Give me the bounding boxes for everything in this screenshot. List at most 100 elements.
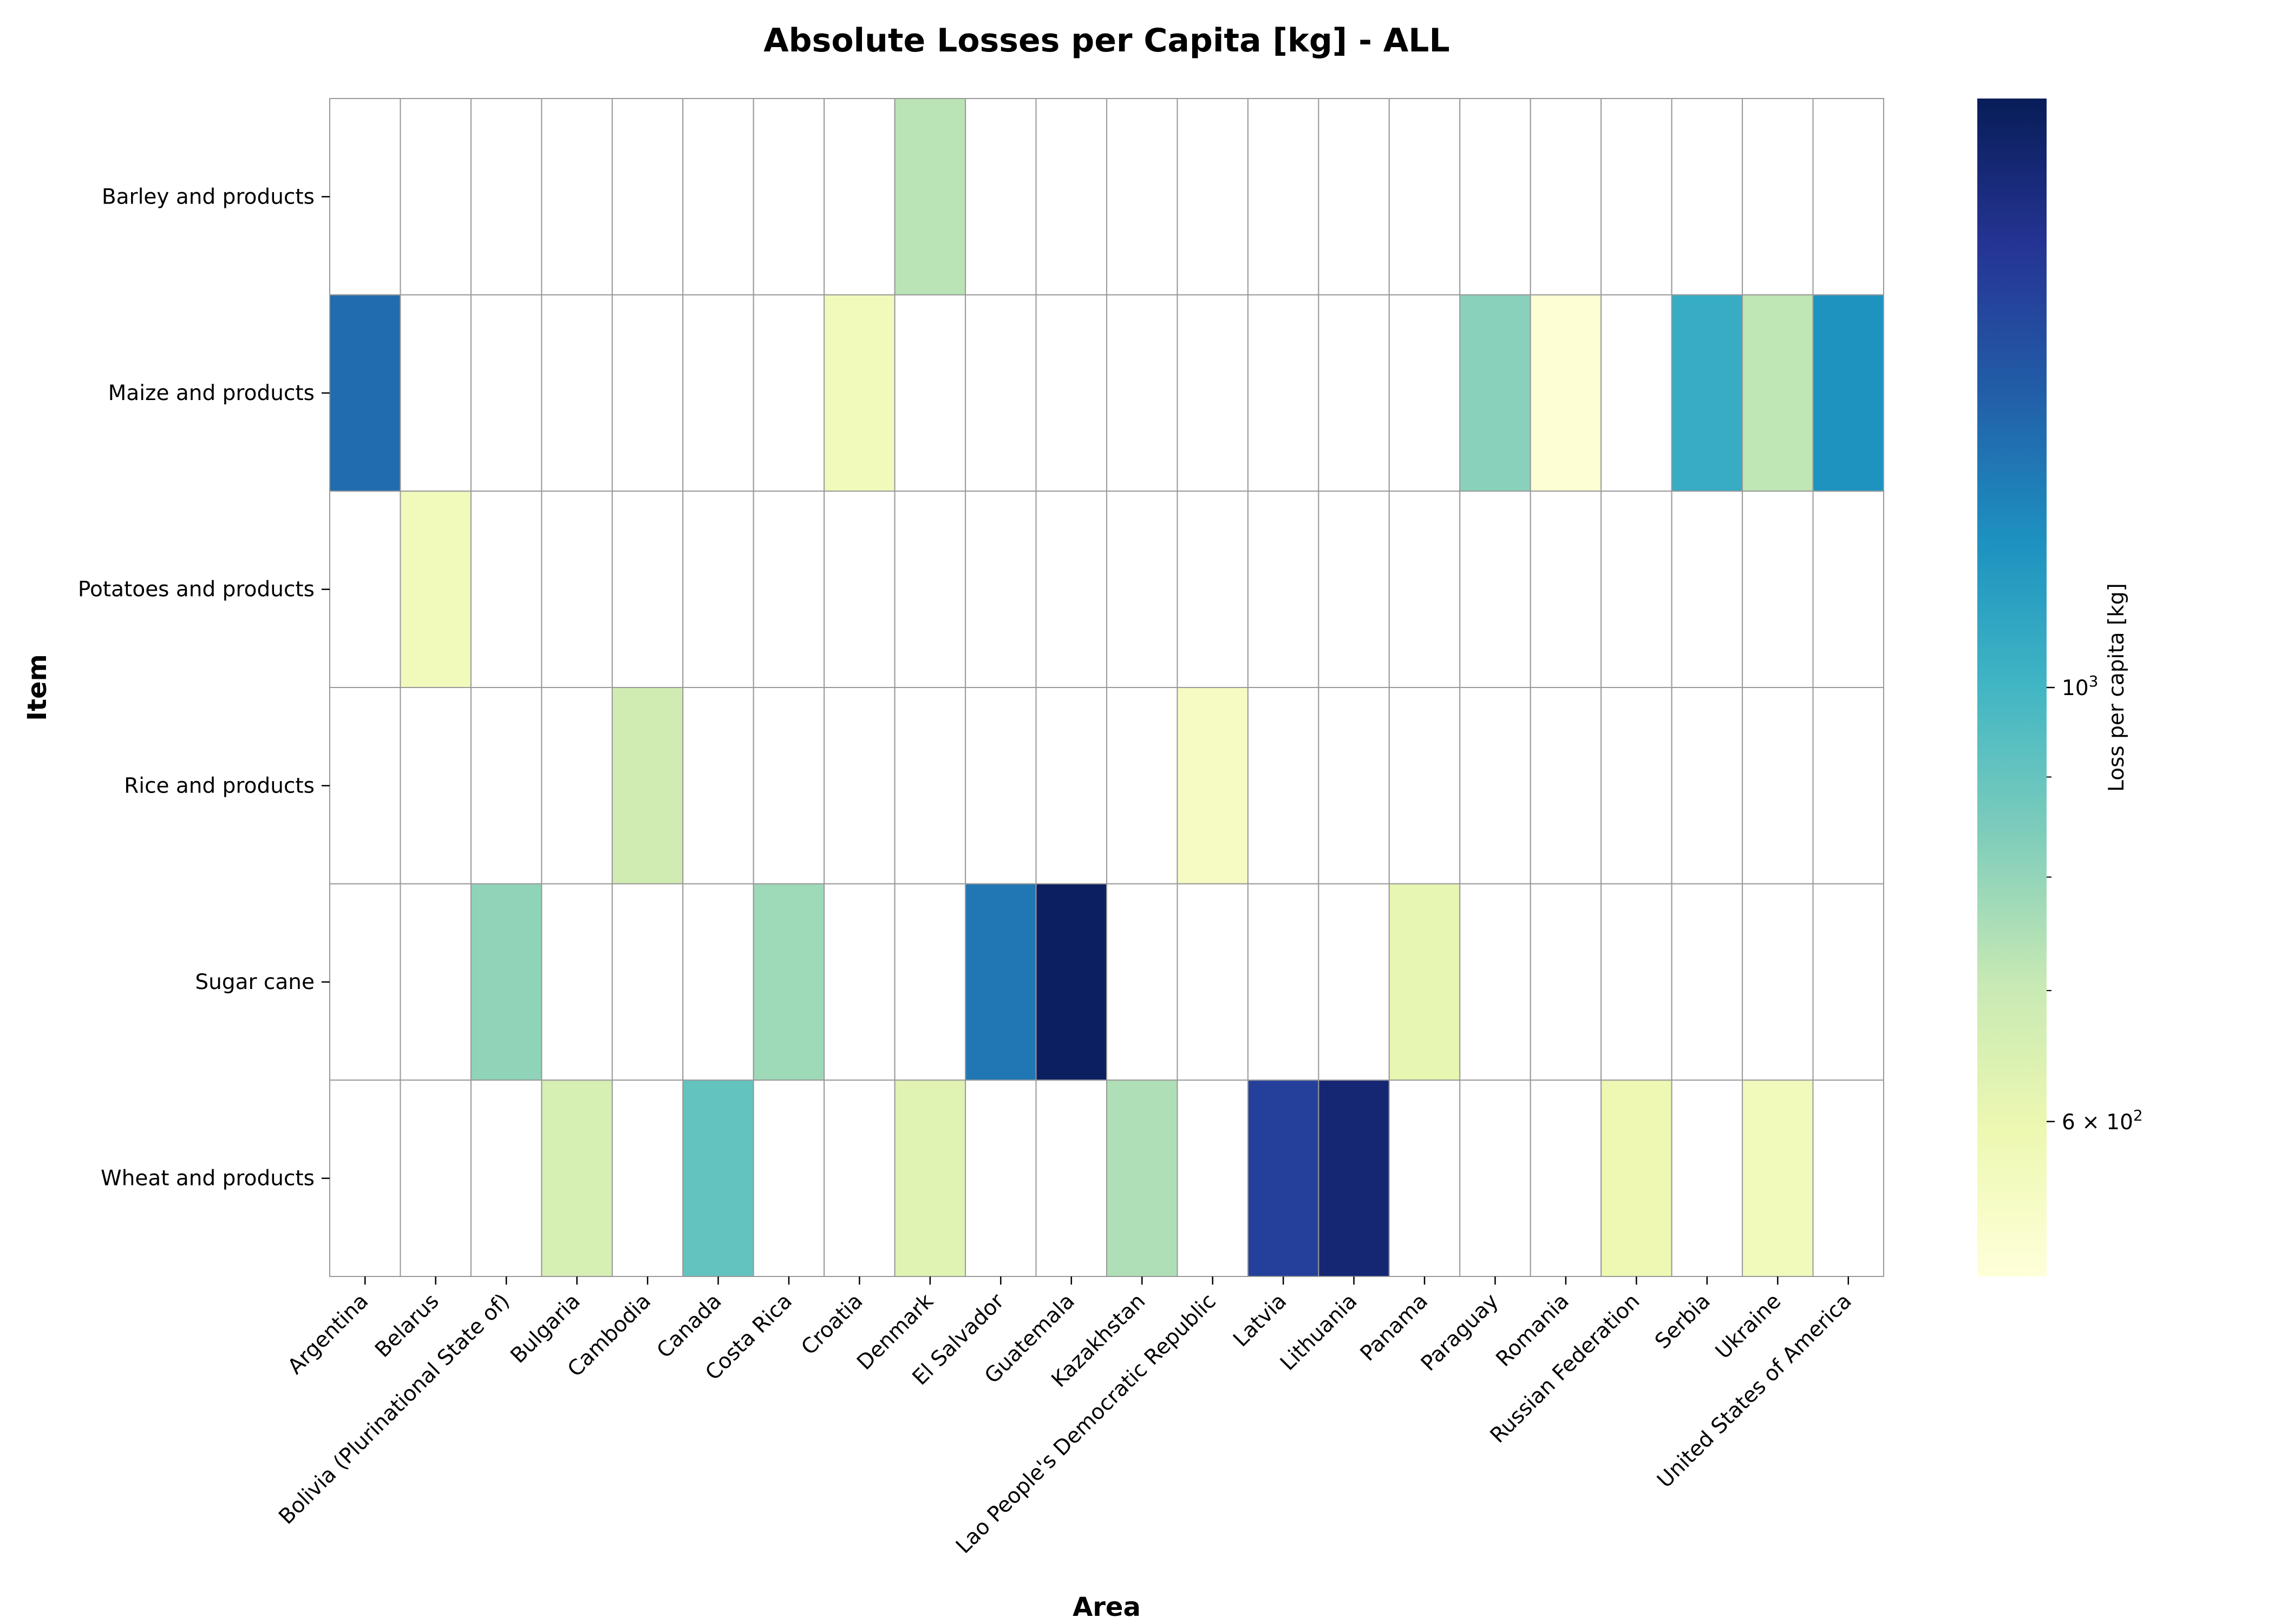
heatmap-cell [1742, 1079, 1814, 1278]
heatmap-cell-empty [1318, 294, 1390, 492]
y-tick-label: Maize and products [108, 381, 315, 405]
x-tick-label: Latvia [1229, 1289, 1291, 1352]
heatmap-cell-empty [1530, 1079, 1602, 1278]
heatmap-cell [753, 883, 825, 1081]
heatmap-cell-empty [1459, 98, 1531, 296]
heatmap-cell-empty [1035, 1079, 1107, 1278]
heatmap-cell-empty [1600, 490, 1672, 688]
heatmap-cell-empty [1600, 294, 1672, 492]
heatmap-cell-empty [1106, 490, 1178, 688]
heatmap-cell-empty [753, 1079, 825, 1278]
heatmap-cell [1671, 294, 1743, 492]
heatmap-cell-empty [470, 1079, 543, 1278]
heatmap-cell-empty [1459, 490, 1531, 688]
heatmap-cell-empty [1177, 294, 1249, 492]
heatmap-cell-empty [824, 98, 896, 296]
heatmap-cell-empty [1106, 98, 1178, 296]
heatmap-cell-empty [753, 490, 825, 688]
heatmap-cell-empty [965, 294, 1037, 492]
heatmap-cell-empty [329, 687, 401, 885]
y-tick-label: Rice and products [124, 774, 315, 798]
heatmap-cell-empty [1530, 490, 1602, 688]
heatmap-cell-empty [682, 883, 754, 1081]
x-tick-label: Croatia [797, 1289, 868, 1360]
heatmap-cell-empty [1388, 687, 1461, 885]
heatmap-cell-empty [1530, 883, 1602, 1081]
heatmap-cell-empty [1812, 883, 1884, 1081]
heatmap-cell-empty [1812, 1079, 1884, 1278]
heatmap-cells [329, 98, 1884, 1278]
y-tick-label: Sugar cane [195, 970, 315, 994]
heatmap-cell-empty [1600, 883, 1672, 1081]
colorbar-tick-label: 103 [2062, 672, 2098, 700]
heatmap-cell-empty [824, 1079, 896, 1278]
heatmap-cell-empty [1530, 98, 1602, 296]
heatmap-cell-empty [1035, 294, 1107, 492]
heatmap-cell [1459, 294, 1531, 492]
heatmap-cell-empty [329, 98, 401, 296]
heatmap-cell-empty [1247, 883, 1319, 1081]
colorbar: 6 × 102 103 Loss per capita [kg] [1977, 99, 2143, 1276]
heatmap-cell-empty [1318, 883, 1390, 1081]
heatmap-cell [1600, 1079, 1672, 1278]
heatmap-cell [1318, 1079, 1390, 1278]
heatmap-cell [1742, 294, 1814, 492]
heatmap-cell-empty [824, 687, 896, 885]
heatmap-cell-empty [753, 98, 825, 296]
x-tick-label: Lao People's Democratic Republic [951, 1289, 1221, 1558]
heatmap-cell-empty [894, 490, 966, 688]
heatmap-cell-empty [470, 98, 543, 296]
heatmap-cell-empty [965, 687, 1037, 885]
heatmap-cell-empty [894, 883, 966, 1081]
heatmap-cell-empty [894, 687, 966, 885]
heatmap-cell-empty [1600, 687, 1672, 885]
heatmap-cell-empty [1671, 1079, 1743, 1278]
heatmap-cell-empty [753, 687, 825, 885]
heatmap-cell [1812, 294, 1884, 492]
heatmap-cell-empty [611, 883, 684, 1081]
y-axis-ticks: Barley and products Maize and products Pot… [78, 185, 330, 1191]
heatmap-cell-empty [1106, 294, 1178, 492]
heatmap-cell-empty [1106, 883, 1178, 1081]
heatmap-cell-empty [1106, 687, 1178, 885]
heatmap-cell-empty [1742, 98, 1814, 296]
heatmap-cell-empty [329, 883, 401, 1081]
heatmap-cell-empty [682, 294, 754, 492]
heatmap-cell-empty [400, 883, 472, 1081]
heatmap-cell-empty [1035, 98, 1107, 296]
heatmap-cell [965, 883, 1037, 1081]
x-tick-label: Paraguay [1416, 1289, 1504, 1376]
heatmap-cell-empty [541, 98, 613, 296]
heatmap-cell-empty [1742, 687, 1814, 885]
heatmap-cell-empty [1812, 98, 1884, 296]
heatmap-cell-empty [1600, 98, 1672, 296]
heatmap-cell [1177, 687, 1249, 885]
heatmap-cell [1106, 1079, 1178, 1278]
heatmap-cell-empty [611, 490, 684, 688]
heatmap-cell-empty [541, 883, 613, 1081]
heatmap-cell-empty [824, 883, 896, 1081]
heatmap-cell [682, 1079, 754, 1278]
heatmap-cell-empty [400, 294, 472, 492]
heatmap-cell-empty [1671, 490, 1743, 688]
chart-title: Absolute Losses per Capita [kg] - ALL [763, 22, 1450, 60]
heatmap-cell-empty [1812, 490, 1884, 688]
colorbar-gradient [1977, 99, 2047, 1276]
colorbar-label: Loss per capita [kg] [2105, 583, 2129, 791]
colorbar-tick-label: 6 × 102 [2062, 1106, 2143, 1135]
x-tick-label: Lithuania [1276, 1289, 1362, 1376]
heatmap-cell-empty [965, 1079, 1037, 1278]
x-tick-label: Ukraine [1711, 1289, 1786, 1364]
heatmap-cell-empty [470, 490, 543, 688]
x-tick-label: Argentina [283, 1289, 373, 1379]
heatmap-cell-empty [1671, 883, 1743, 1081]
heatmap-cell-empty [1318, 490, 1390, 688]
heatmap-cell-empty [400, 1079, 472, 1278]
heatmap-cell-empty [611, 294, 684, 492]
heatmap-cell-empty [329, 1079, 401, 1278]
heatmap-cell-empty [682, 687, 754, 885]
heatmap-cell-empty [1035, 490, 1107, 688]
x-tick-label: Serbia [1650, 1289, 1715, 1354]
heatmap-cell-empty [682, 490, 754, 688]
